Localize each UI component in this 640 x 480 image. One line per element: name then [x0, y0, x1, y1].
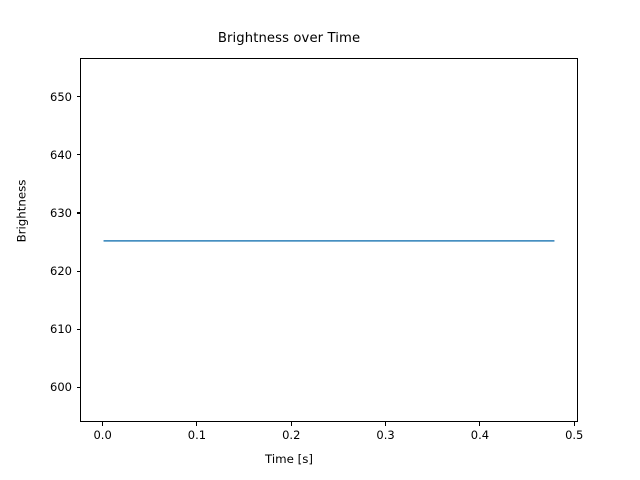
y-tick-label: 640 [50, 147, 72, 162]
x-tick-label: 0.3 [376, 428, 395, 442]
y-tick-mark [76, 386, 81, 388]
x-tick-mark [196, 422, 198, 426]
x-tick-mark [385, 422, 387, 426]
x-tick-label: 0.4 [470, 428, 490, 442]
y-tick-label: 610 [50, 322, 72, 337]
x-axis-label: Time [s] [265, 452, 313, 466]
y-tick-label: 620 [50, 264, 72, 279]
x-tick-label: 0.5 [565, 428, 584, 442]
y-tick-mark [76, 154, 81, 156]
y-tick-mark [76, 212, 81, 214]
data-line-svg [103, 240, 555, 242]
x-tick-mark [102, 422, 104, 426]
y-tick-mark [76, 328, 81, 330]
y-tick-mark [76, 270, 81, 272]
y-tick-label: 630 [50, 206, 72, 220]
x-tick-label: 0.2 [282, 428, 301, 442]
x-tick-mark [479, 422, 481, 426]
y-tick-label: 600 [50, 380, 72, 395]
y-tick-mark [76, 96, 81, 98]
x-tick-mark [290, 422, 292, 426]
plot-area [80, 58, 578, 422]
chart-title: Brightness over Time [217, 31, 361, 46]
y-axis-label-text: Brightness [14, 179, 28, 243]
y-axis-label: Brightness [13, 0, 29, 480]
x-tick-mark [573, 422, 575, 426]
x-tick-label: 0.0 [93, 428, 112, 442]
x-tick-label: 0.1 [187, 428, 207, 442]
y-tick-label: 650 [50, 89, 72, 104]
